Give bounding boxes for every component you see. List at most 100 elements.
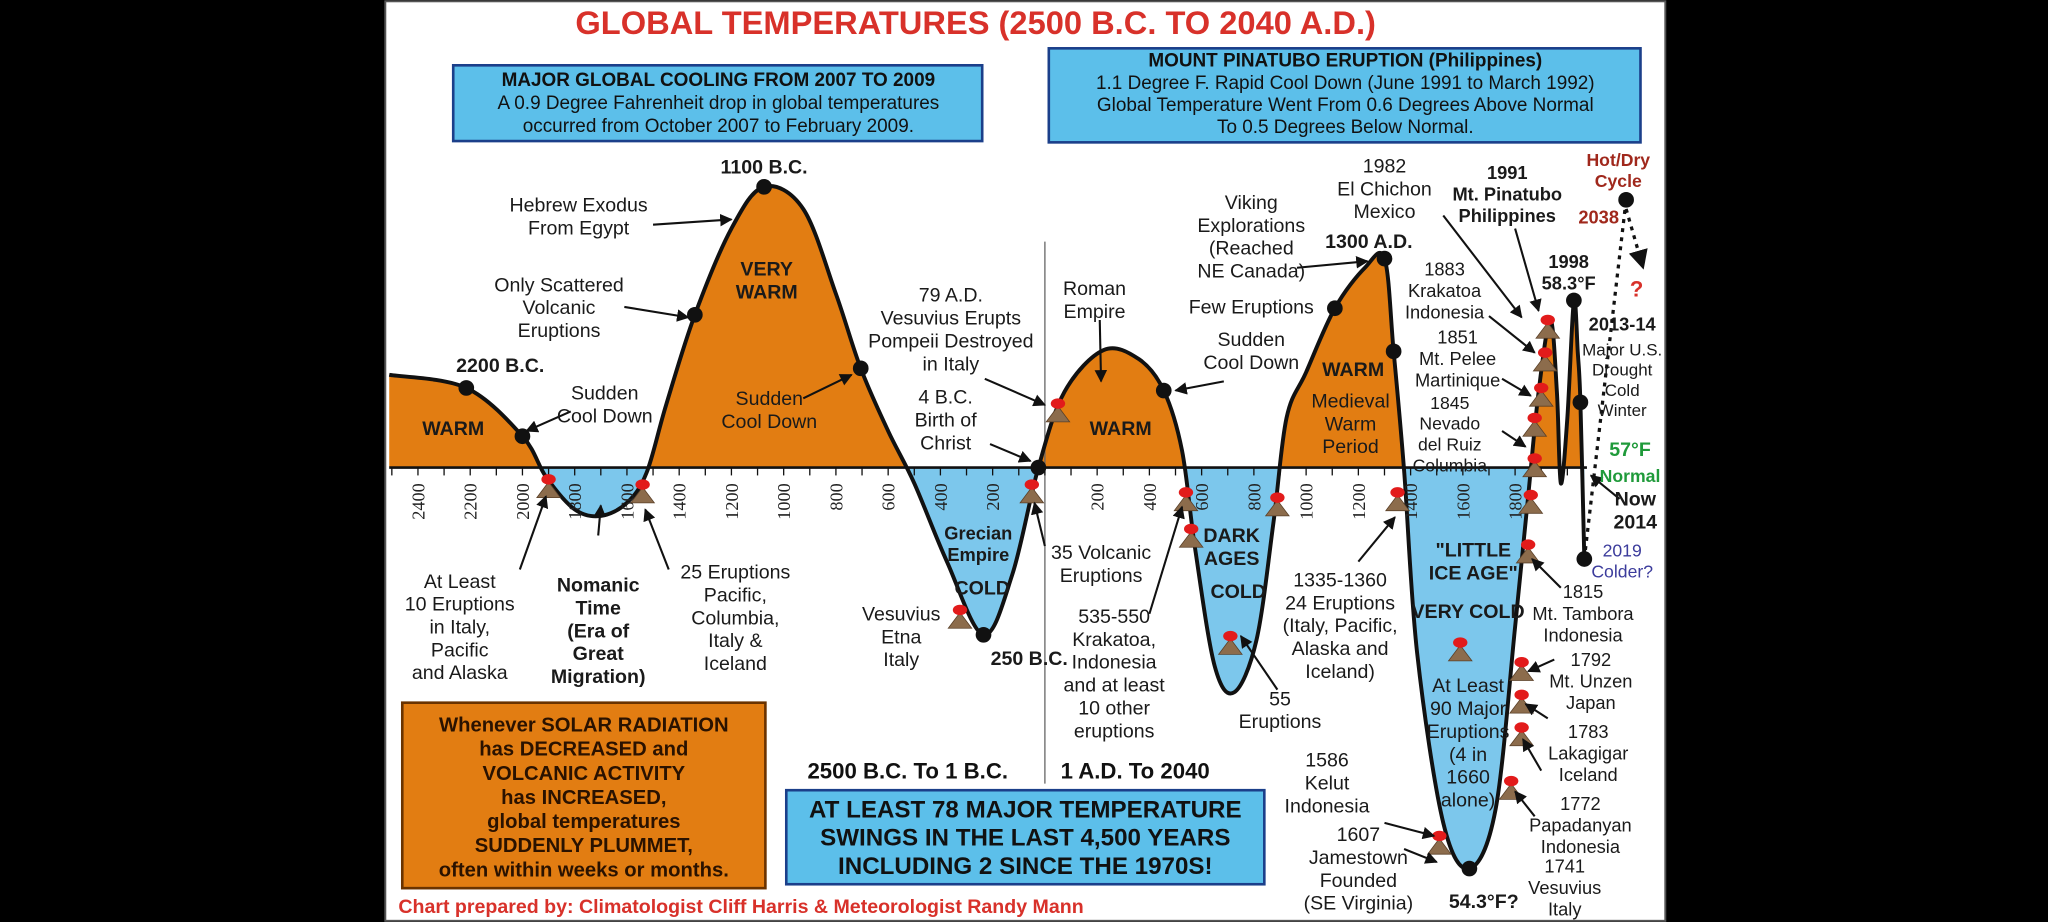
volcano bbox=[536, 481, 562, 499]
arrow bbox=[1501, 377, 1532, 397]
annotation: Cool Down bbox=[557, 406, 653, 428]
annotation: At Least bbox=[424, 571, 496, 593]
axis-tick-label: 1200 bbox=[722, 483, 742, 520]
event-dot bbox=[852, 360, 869, 377]
arrow bbox=[1174, 380, 1225, 395]
volcano bbox=[1045, 405, 1071, 423]
eruption bbox=[1523, 489, 1538, 501]
annotation: WARM bbox=[422, 418, 484, 440]
event-dot bbox=[1618, 191, 1634, 208]
annotation: Eruptions bbox=[1060, 565, 1143, 587]
annotation: Eruptions bbox=[1239, 711, 1322, 733]
annotation: Pacific bbox=[431, 639, 489, 661]
axis-tick-label: 2000 bbox=[513, 483, 533, 520]
annotation: Grecian bbox=[944, 522, 1012, 543]
arrow bbox=[1239, 635, 1279, 691]
volcano bbox=[1532, 354, 1558, 372]
annotation: Mt. Unzen bbox=[1549, 671, 1632, 692]
arrow bbox=[1522, 738, 1543, 772]
arrow bbox=[1031, 501, 1046, 547]
volcano bbox=[1535, 321, 1561, 339]
annotation: in Italy bbox=[923, 353, 980, 375]
annotation: Vesuvius bbox=[862, 603, 941, 625]
arrow bbox=[1589, 474, 1621, 500]
axis-tick-label: 200 bbox=[983, 483, 1003, 510]
annotation: 1783 bbox=[1568, 721, 1609, 742]
arrow bbox=[1384, 821, 1436, 840]
arrow bbox=[989, 443, 1032, 463]
annotation: 2200 B.C. bbox=[456, 355, 544, 377]
annotation: Empire bbox=[1064, 301, 1126, 323]
annotation: (Era of bbox=[567, 620, 629, 642]
annotation: Explorations bbox=[1197, 215, 1305, 237]
eruption bbox=[1527, 453, 1542, 464]
arrow bbox=[1514, 228, 1542, 313]
eruption bbox=[1183, 523, 1199, 535]
eruption bbox=[1537, 347, 1553, 358]
info-box-text: AT LEAST 78 MAJOR TEMPERATURE bbox=[809, 797, 1242, 824]
annotation: 1792 bbox=[1571, 649, 1612, 670]
arrow bbox=[1442, 214, 1523, 319]
annotation: Roman bbox=[1063, 278, 1126, 300]
annotation: Italy & bbox=[708, 630, 762, 652]
eruption bbox=[1527, 412, 1542, 424]
axis-tick-label: 600 bbox=[1192, 483, 1212, 510]
volcano bbox=[1518, 496, 1544, 514]
annotation: 4 B.C. bbox=[918, 387, 972, 409]
eruption bbox=[1453, 637, 1468, 648]
annotation: Papadanyan bbox=[1529, 814, 1632, 835]
volcano bbox=[1178, 530, 1204, 548]
annotation: Kelut bbox=[1305, 773, 1350, 795]
annotation: Mexico bbox=[1353, 201, 1415, 223]
event-dot bbox=[514, 428, 531, 445]
annotation: 1883 bbox=[1424, 259, 1465, 280]
arrow bbox=[593, 504, 607, 536]
info-box-text: SUDDENLY PLUMMET, bbox=[475, 835, 693, 857]
forecast-arrow bbox=[1624, 208, 1648, 270]
annotation: Italy bbox=[883, 649, 919, 671]
annotation: 1851 bbox=[1437, 327, 1478, 348]
eruption bbox=[1050, 398, 1066, 409]
annotation: Iceland) bbox=[1305, 661, 1375, 683]
annotation: COLD bbox=[1210, 581, 1265, 603]
volcano bbox=[1522, 419, 1548, 437]
eruption bbox=[1503, 775, 1519, 787]
axis-tick-label: 600 bbox=[879, 483, 899, 510]
annotation: Pompeii Destroyed bbox=[868, 330, 1033, 352]
axis-tick-label: 1800 bbox=[1506, 483, 1526, 520]
annotation: Drought bbox=[1592, 361, 1653, 380]
event-dot bbox=[1461, 860, 1478, 877]
info-box bbox=[1047, 47, 1642, 144]
arrow bbox=[1527, 658, 1555, 673]
annotation: 535-550 bbox=[1078, 606, 1150, 628]
arrow bbox=[643, 508, 670, 570]
eruption bbox=[1534, 382, 1549, 394]
annotation: Colder? bbox=[1591, 561, 1653, 581]
annotation: 1607 bbox=[1337, 824, 1381, 846]
volcano bbox=[1509, 664, 1535, 681]
info-box-text: global temperatures bbox=[487, 811, 680, 833]
annotation: del Ruiz bbox=[1418, 435, 1482, 455]
annotation: Japan bbox=[1566, 692, 1616, 713]
annotation: Eruptions bbox=[518, 320, 601, 342]
axis-tick-label: 1600 bbox=[617, 483, 637, 520]
annotation: Columbia, bbox=[691, 607, 779, 629]
annotation: Columbia bbox=[1413, 456, 1488, 476]
annotation: Indonesia bbox=[1072, 652, 1157, 674]
event-dot bbox=[1576, 551, 1593, 567]
annotation: WARM bbox=[1322, 359, 1384, 381]
annotation: Time bbox=[576, 598, 621, 620]
annotation: ICE AGE" bbox=[1429, 562, 1518, 584]
annotation: and at least bbox=[1064, 675, 1166, 697]
annotation: Indonesia bbox=[1541, 836, 1621, 857]
annotation: Migration) bbox=[551, 666, 646, 688]
info-box-text: 1.1 Degree F. Rapid Cool Down (June 1991… bbox=[1096, 73, 1595, 94]
eruption bbox=[1270, 492, 1285, 503]
annotation: 55 bbox=[1269, 688, 1291, 710]
arrow bbox=[984, 377, 1047, 407]
annotation: Indonesia bbox=[1543, 624, 1623, 645]
annotation: (SE Virginia) bbox=[1304, 893, 1414, 915]
annotation: WARM bbox=[736, 281, 798, 303]
eruption bbox=[635, 479, 650, 490]
